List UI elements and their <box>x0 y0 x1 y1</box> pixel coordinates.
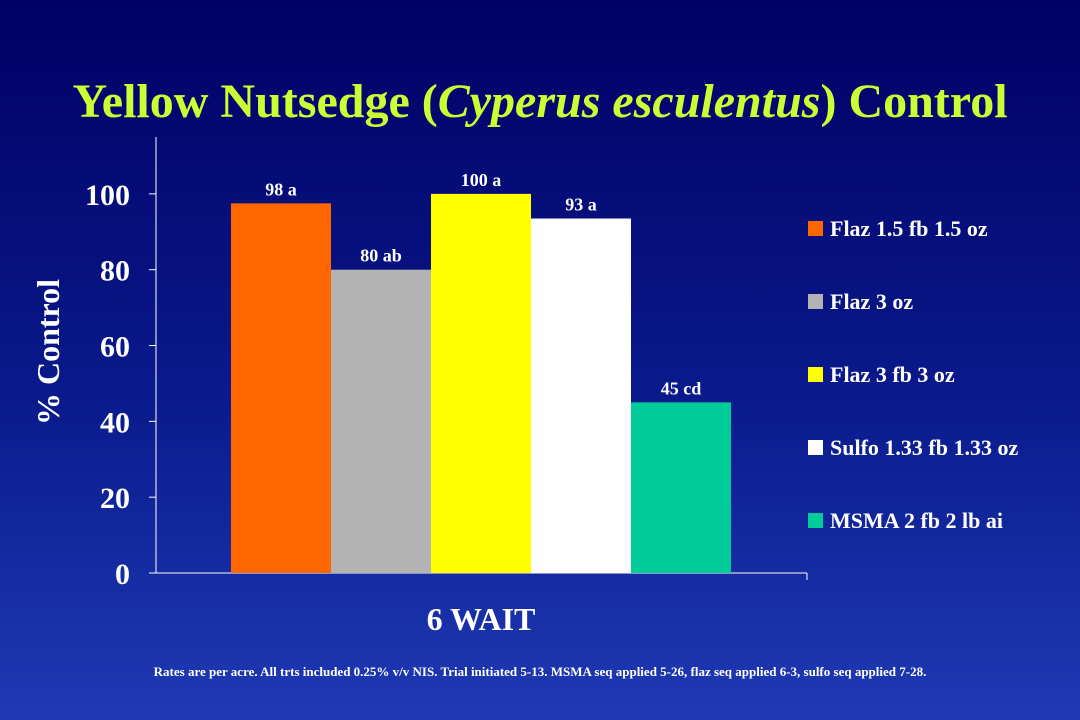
legend-swatch <box>808 513 823 528</box>
bar <box>531 218 631 573</box>
title-part-2: ) Control <box>820 75 1008 128</box>
chart-title: Yellow Nutsedge (Cyperus esculentus) Con… <box>0 72 1080 132</box>
y-tick-label: 0 <box>115 558 130 591</box>
y-tick-label: 60 <box>100 331 130 364</box>
bar-data-label: 45 cd <box>661 378 702 398</box>
y-axis-label: % Control <box>30 279 66 425</box>
bar-data-label: 93 a <box>565 195 597 215</box>
bar-data-label: 100 a <box>461 170 502 190</box>
legend-label: Flaz 3 oz <box>830 289 913 314</box>
y-tick-label: 80 <box>100 255 130 288</box>
title-species-name: Cyperus esculentus <box>437 75 821 128</box>
title-part-1: Yellow Nutsedge ( <box>72 75 438 128</box>
legend-swatch <box>808 367 823 382</box>
legend-label: MSMA 2 fb 2 lb ai <box>830 508 1003 533</box>
legend-label: Sulfo 1.33 fb 1.33 oz <box>830 435 1018 460</box>
legend-swatch <box>808 440 823 455</box>
bar <box>231 203 331 573</box>
footnote: Rates are per acre. All trts included 0.… <box>153 664 927 679</box>
x-axis-label: 6 WAIT <box>427 601 536 637</box>
legend-swatch <box>808 221 823 236</box>
legend-label: Flaz 3 fb 3 oz <box>830 362 955 387</box>
bar-data-label: 80 ab <box>360 246 402 266</box>
y-tick-label: 20 <box>100 482 130 515</box>
y-tick-label: 100 <box>85 179 130 212</box>
y-tick-label: 40 <box>100 406 130 439</box>
bar-data-label: 98 a <box>265 179 297 199</box>
bar <box>431 193 531 573</box>
legend-swatch <box>808 294 823 309</box>
bar <box>631 402 731 573</box>
bar <box>331 269 431 573</box>
legend-label: Flaz 1.5 fb 1.5 oz <box>830 216 988 241</box>
